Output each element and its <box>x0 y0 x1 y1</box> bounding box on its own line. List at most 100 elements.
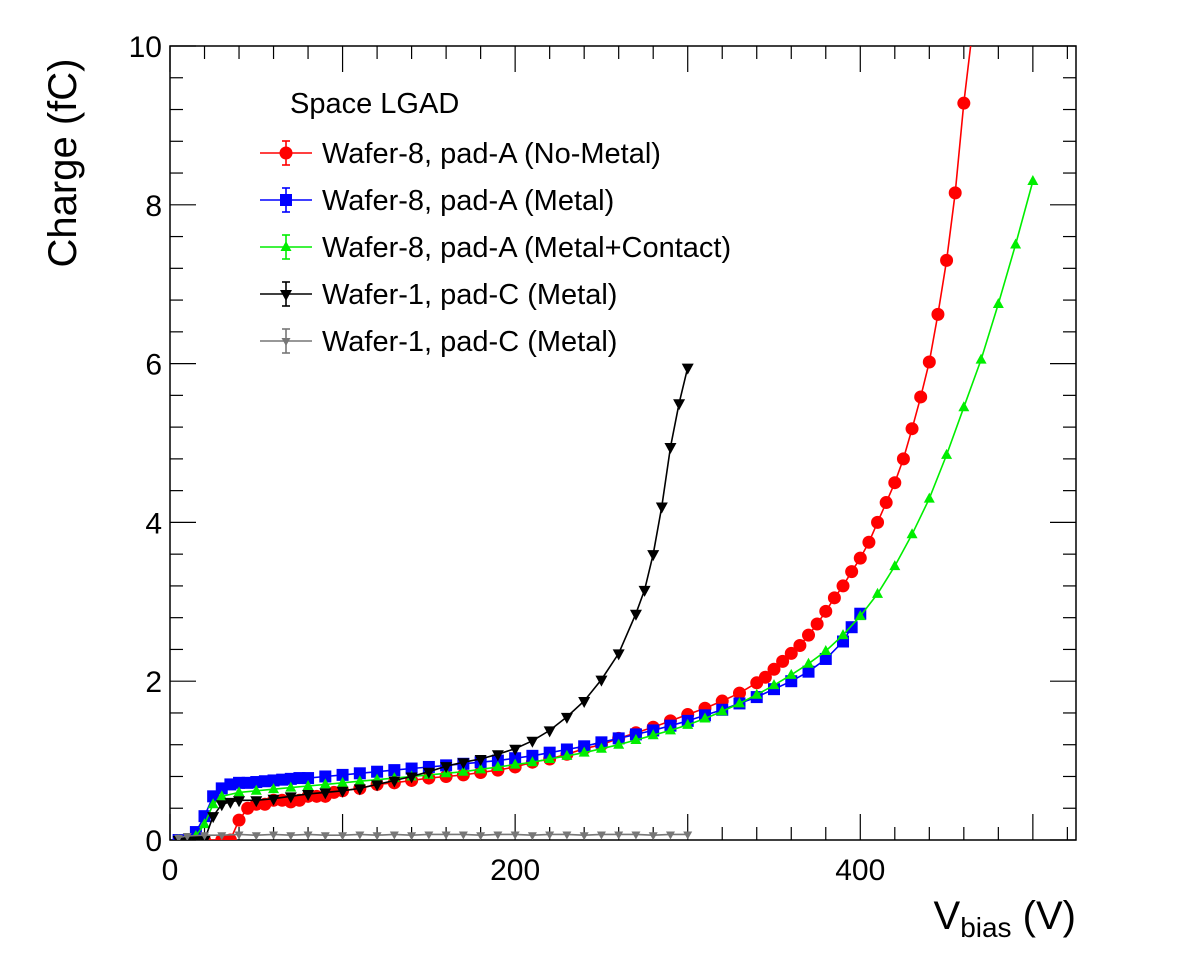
data-point <box>767 662 781 676</box>
y-tick-label: 2 <box>145 666 162 699</box>
data-point <box>966 24 979 37</box>
y-tick-label: 0 <box>145 825 162 858</box>
data-point <box>371 765 384 778</box>
data-point <box>578 697 591 709</box>
data-point <box>509 744 522 756</box>
data-point <box>941 448 953 459</box>
data-point <box>699 712 711 723</box>
data-point <box>595 675 608 687</box>
data-point <box>250 784 262 795</box>
data-point <box>353 767 366 780</box>
data-point <box>820 645 832 656</box>
data-point <box>475 763 487 774</box>
x-axis-title-unit: (V) <box>1012 894 1076 938</box>
data-point <box>664 442 677 454</box>
data-point <box>389 831 399 840</box>
data-point <box>871 515 885 529</box>
data-point <box>526 756 538 767</box>
data-point <box>268 783 280 794</box>
legend-item: Wafer-8, pad-A (Metal+Contact) <box>260 232 731 264</box>
data-point <box>716 705 728 716</box>
data-point <box>785 668 797 679</box>
data-point <box>319 770 332 783</box>
x-axis-title: Vbias (V) <box>934 894 1077 943</box>
data-point <box>923 492 935 503</box>
data-point <box>224 797 237 809</box>
data-point <box>233 786 245 797</box>
data-point <box>319 778 331 789</box>
data-point <box>733 697 745 708</box>
data-point <box>776 654 790 668</box>
data-point <box>992 298 1004 309</box>
data-point <box>629 609 642 621</box>
x-tick-label: 400 <box>835 854 885 887</box>
data-point <box>232 813 246 827</box>
data-point <box>648 832 658 840</box>
data-point <box>526 736 539 748</box>
series-2 <box>175 174 1039 840</box>
data-point <box>578 746 590 757</box>
data-point <box>647 729 659 740</box>
data-point <box>751 688 763 699</box>
data-point <box>614 831 624 840</box>
legend-marker <box>281 338 291 346</box>
x-tick-label: 200 <box>490 854 540 887</box>
data-point <box>862 535 876 549</box>
data-point <box>267 794 280 806</box>
data-point <box>336 786 349 798</box>
data-point <box>975 353 987 364</box>
data-point <box>372 832 382 840</box>
data-point <box>872 587 884 598</box>
data-point <box>905 422 919 436</box>
data-point <box>768 679 780 690</box>
data-point <box>802 665 815 678</box>
data-point <box>407 832 417 840</box>
data-point <box>561 749 573 760</box>
data-point <box>543 746 556 759</box>
data-point <box>845 621 858 634</box>
data-point <box>906 528 918 539</box>
data-point <box>371 780 384 792</box>
data-point <box>888 476 902 490</box>
data-point <box>836 579 850 593</box>
data-point <box>613 738 625 749</box>
data-point <box>474 755 487 767</box>
data-point <box>578 740 591 753</box>
data-point <box>354 775 366 786</box>
data-point <box>182 833 192 840</box>
data-point <box>802 628 816 642</box>
series-3 <box>172 363 694 840</box>
y-axis-title: Charge (fC) <box>41 59 85 268</box>
data-point <box>544 753 556 764</box>
legend-label: Wafer-8, pad-A (Metal) <box>322 185 614 217</box>
data-point <box>655 502 668 514</box>
data-point <box>251 832 261 840</box>
data-point <box>207 798 219 809</box>
legend-item: Wafer-8, pad-A (No-Metal) <box>260 138 661 170</box>
data-point <box>819 604 833 618</box>
data-point <box>560 712 573 724</box>
data-point <box>284 792 297 804</box>
data-point <box>681 363 694 375</box>
data-point <box>509 758 521 769</box>
data-point <box>595 742 607 753</box>
data-point <box>458 831 468 840</box>
legend-marker <box>280 290 292 301</box>
data-point <box>940 253 954 267</box>
data-point <box>784 646 798 660</box>
data-point <box>896 452 910 466</box>
data-point <box>388 764 401 777</box>
data-point <box>216 790 228 801</box>
data-point <box>612 649 625 661</box>
data-point <box>664 724 676 735</box>
legend-label: Wafer-1, pad-C (Metal) <box>322 326 617 358</box>
data-point <box>200 832 210 840</box>
legend-header: Space LGAD <box>290 88 459 120</box>
data-point <box>922 355 936 369</box>
data-point <box>388 776 401 788</box>
data-point <box>491 750 504 762</box>
data-point <box>957 96 971 110</box>
data-point <box>630 733 642 744</box>
data-point <box>845 565 859 579</box>
